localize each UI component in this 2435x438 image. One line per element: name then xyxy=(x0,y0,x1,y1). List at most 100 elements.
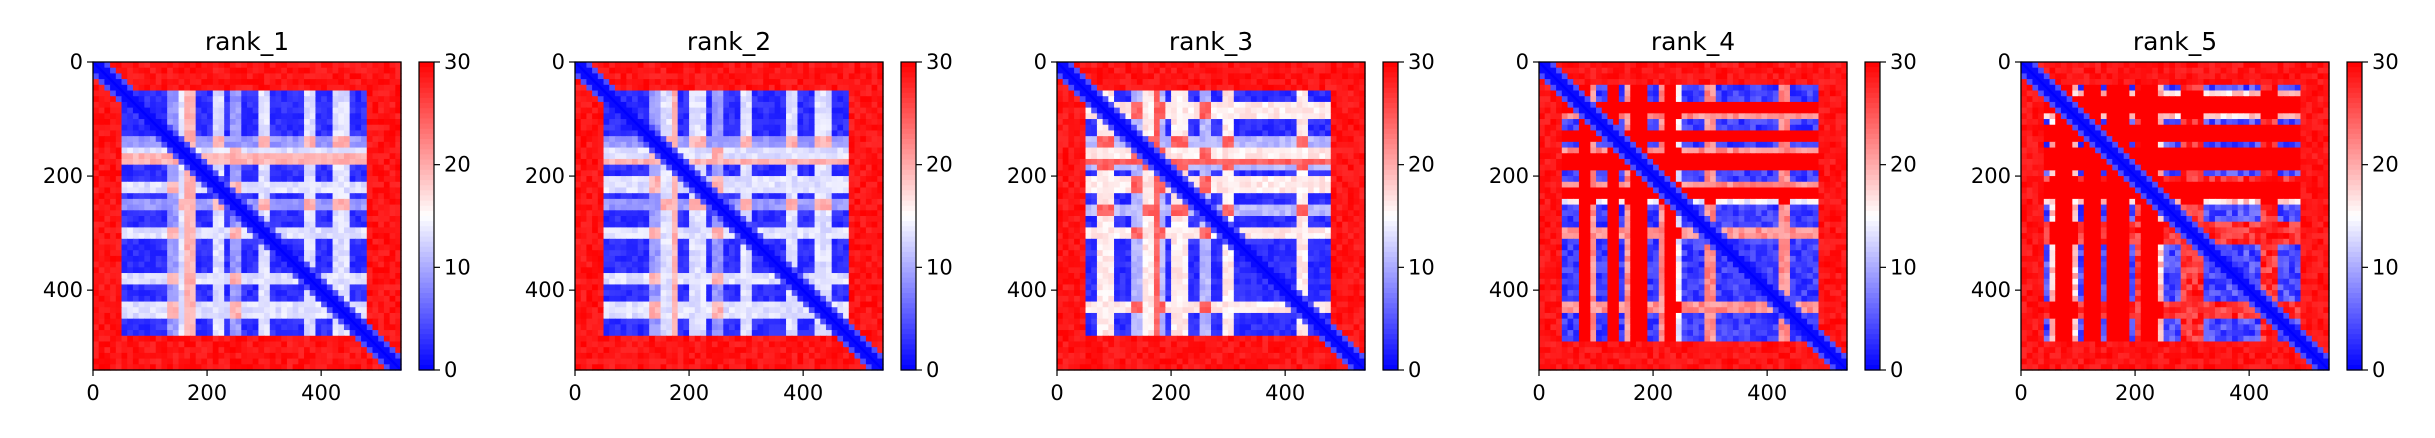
heatmap-cell xyxy=(309,96,317,103)
heatmap-cell xyxy=(734,261,741,268)
heatmap-cell xyxy=(281,330,288,337)
heatmap-cell xyxy=(694,267,702,274)
heatmap-cell xyxy=(121,198,128,206)
heatmap-cell xyxy=(637,193,645,200)
heatmap-cell xyxy=(597,62,605,69)
heatmap-cell xyxy=(315,358,322,365)
heatmap-cell xyxy=(93,176,100,183)
heatmap-cell xyxy=(614,187,622,194)
heatmap-cell xyxy=(252,187,259,194)
heatmap-cell xyxy=(746,136,753,143)
heatmap-cell xyxy=(620,119,627,126)
heatmap-cell xyxy=(298,176,305,183)
heatmap-cell xyxy=(592,101,599,109)
heatmap-cell xyxy=(820,250,827,257)
heatmap-cell xyxy=(104,119,111,126)
heatmap-cell xyxy=(580,250,587,257)
heatmap-cell xyxy=(343,255,351,263)
heatmap-cell xyxy=(843,261,850,268)
heatmap-cell xyxy=(774,73,781,80)
heatmap-cell xyxy=(229,79,237,86)
heatmap-cell xyxy=(224,364,231,371)
heatmap-cell xyxy=(586,119,593,126)
heatmap-cell xyxy=(366,119,374,126)
heatmap-cell xyxy=(212,255,220,263)
heatmap-cell xyxy=(837,62,844,69)
heatmap-cell xyxy=(575,216,582,223)
heatmap-cell xyxy=(871,79,878,86)
heatmap-cell xyxy=(791,238,799,246)
heatmap-cell xyxy=(309,176,317,183)
heatmap-cell xyxy=(723,193,730,200)
heatmap-cell xyxy=(292,124,299,132)
heatmap-cell xyxy=(304,335,311,343)
heatmap-cell xyxy=(700,113,707,120)
heatmap-cell xyxy=(609,267,616,274)
heatmap-cell xyxy=(338,130,345,137)
heatmap-cell xyxy=(614,153,622,160)
heatmap-cell xyxy=(269,250,277,257)
colorbar-tick-label: 10 xyxy=(444,255,471,279)
heatmap-cell xyxy=(275,158,282,166)
heatmap-cell xyxy=(740,176,747,183)
heatmap-cell xyxy=(121,233,128,240)
heatmap-cell xyxy=(195,204,202,211)
heatmap-cell xyxy=(803,90,810,97)
heatmap-cell xyxy=(654,113,662,120)
heatmap-cell xyxy=(104,130,111,137)
heatmap-cell xyxy=(218,141,225,149)
heatmap-cell xyxy=(326,255,334,263)
heatmap-cell xyxy=(309,153,317,160)
heatmap-cell xyxy=(780,261,787,268)
heatmap-cell xyxy=(649,119,656,126)
heatmap-cell xyxy=(298,290,305,297)
colorbar-segment xyxy=(419,139,434,145)
heatmap-cell xyxy=(98,255,105,263)
heatmap-cell xyxy=(144,79,151,86)
heatmap-cell xyxy=(825,62,833,69)
heatmap-cell xyxy=(877,233,884,240)
heatmap-cell xyxy=(814,221,821,228)
heatmap-cell xyxy=(127,284,134,291)
heatmap-cell xyxy=(252,255,259,263)
heatmap-cell xyxy=(677,141,684,149)
heatmap-cell xyxy=(854,130,861,137)
heatmap-cell xyxy=(298,130,305,137)
heatmap-cell xyxy=(786,147,793,154)
heatmap-cell xyxy=(660,141,667,149)
heatmap-cell xyxy=(252,84,259,92)
heatmap-cell xyxy=(860,84,867,92)
heatmap-cell xyxy=(201,113,208,120)
heatmap-cell xyxy=(586,158,593,166)
heatmap-cell xyxy=(706,244,713,251)
heatmap-cell xyxy=(184,216,191,223)
heatmap-cell xyxy=(184,318,191,325)
colorbar-segment xyxy=(419,354,434,361)
heatmap-cell xyxy=(121,193,128,200)
heatmap-cell xyxy=(814,90,821,97)
heatmap-cell xyxy=(620,73,627,80)
heatmap-cell xyxy=(286,221,294,228)
heatmap-cell xyxy=(791,90,799,97)
heatmap-cell xyxy=(654,170,662,177)
heatmap-cell xyxy=(343,267,351,274)
heatmap-cell xyxy=(224,181,231,189)
heatmap-cell xyxy=(632,130,639,137)
heatmap-cell xyxy=(791,176,799,183)
heatmap-cell xyxy=(603,238,610,246)
heatmap-cell xyxy=(597,136,605,143)
heatmap-cell xyxy=(304,187,311,194)
heatmap-cell xyxy=(614,233,622,240)
heatmap-cell xyxy=(281,301,288,308)
heatmap-cell xyxy=(355,347,362,354)
heatmap-cell xyxy=(224,358,231,365)
heatmap-cell xyxy=(298,352,305,360)
heatmap-cell xyxy=(167,238,174,246)
heatmap-cell xyxy=(860,136,867,143)
heatmap-cell xyxy=(235,261,242,268)
heatmap-cell xyxy=(138,96,145,103)
heatmap-cell xyxy=(865,181,873,189)
heatmap-cell xyxy=(150,67,157,74)
heatmap-cell xyxy=(309,210,317,217)
heatmap-cell xyxy=(338,335,345,343)
